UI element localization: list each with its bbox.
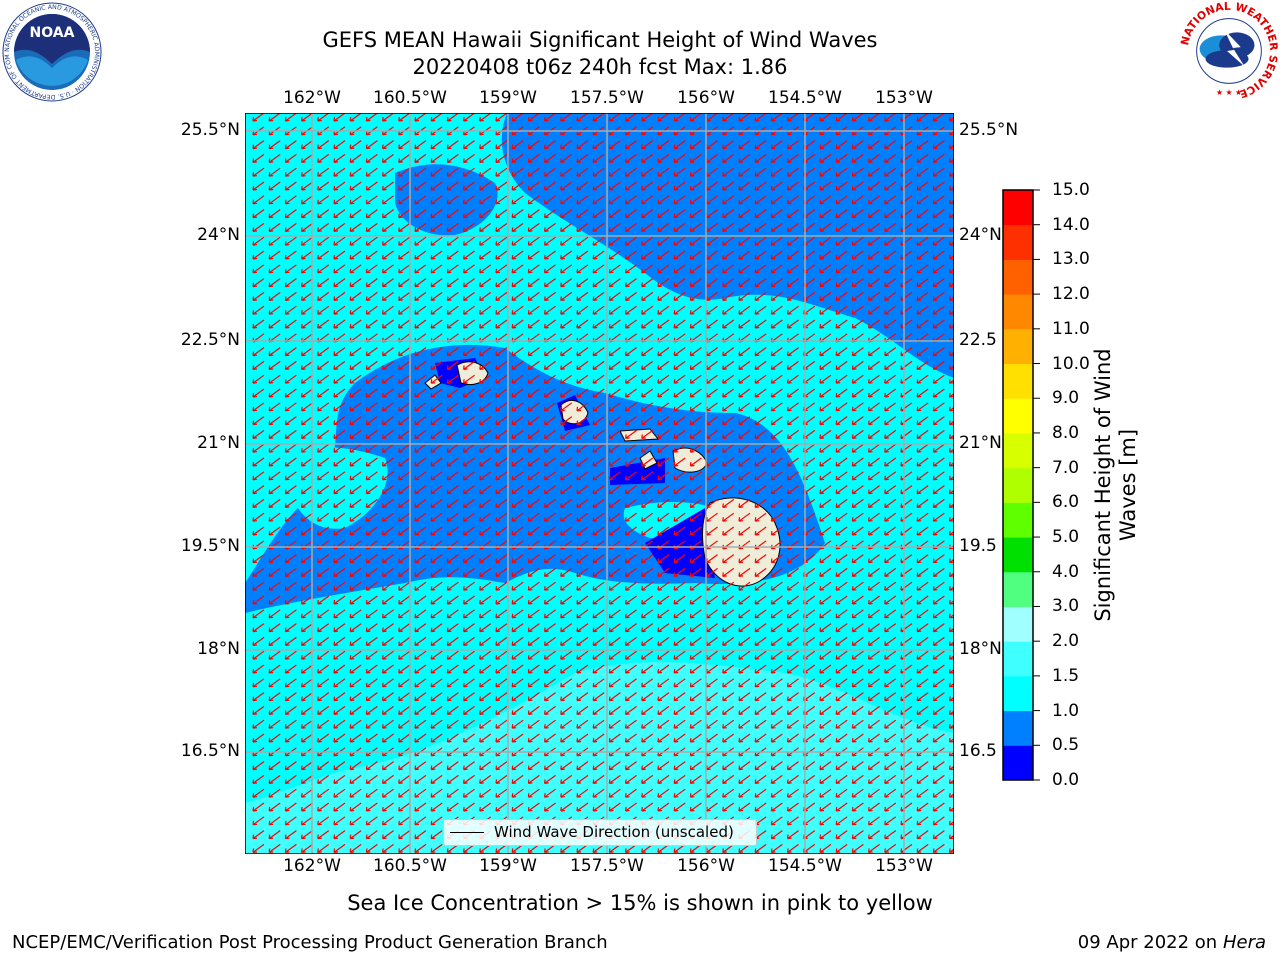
footer-host: Hera (1222, 932, 1266, 953)
colorbar-tick-label-2: 1.0 (1052, 700, 1080, 721)
colorbar-tick-label-10: 8.0 (1052, 422, 1080, 443)
colorbar-tick-label-8: 6.0 (1052, 492, 1080, 513)
lon-label-bottom-0: 162°W (283, 856, 341, 876)
chart-subtitle: 20220408 t06z 240h fcst Max: 1.86 (412, 55, 788, 79)
colorbar-tick-label-12: 10.0 (1052, 353, 1090, 374)
legend-line-swatch (450, 832, 484, 833)
lon-label-top-5: 154.5°W (768, 88, 842, 108)
noaa-logo-text: NOAA (30, 25, 75, 41)
footer-date-text: 09 Apr 2022 on (1077, 932, 1223, 953)
colorbar-tick-label-17: 15.0 (1052, 180, 1090, 200)
colorbar-tick-label-9: 7.0 (1052, 457, 1080, 478)
lat-label-right-2: 22.5 (959, 330, 997, 350)
colorbar-tick-label-14: 12.0 (1052, 284, 1090, 305)
lat-label-left-1: 24°N (197, 225, 240, 245)
wind-wave-direction-arrows (252, 113, 954, 853)
colorbar-segment-14 (1003, 259, 1033, 295)
lon-label-bottom-4: 156°W (677, 856, 735, 876)
lat-label-left-0: 25.5°N (180, 120, 240, 140)
colorbar-tick-label-11: 9.0 (1052, 388, 1080, 409)
wave-field-patch-1 (290, 447, 388, 529)
wave-field-0.5-1.0-ne (501, 113, 954, 378)
colorbar-tick-label-16: 14.0 (1052, 214, 1090, 235)
lat-label-right-3: 21°N (959, 433, 1002, 453)
lat-label-right-0: 25.5°N (959, 120, 1019, 140)
map-legend: Wind Wave Direction (unscaled) (443, 819, 757, 846)
colorbar-segment-8 (1003, 467, 1033, 503)
lat-label-left-3: 21°N (197, 433, 240, 453)
legend-text: Wind Wave Direction (unscaled) (494, 823, 734, 841)
lon-label-top-6: 153°W (875, 88, 933, 108)
wave-field-0.5-1.0-kauai-n (395, 164, 498, 236)
lon-label-top-2: 159°W (479, 88, 537, 108)
colorbar-tick-label-5: 3.0 (1052, 596, 1080, 617)
colorbar-label: Significant Height of Wind Waves [m] (1091, 348, 1140, 622)
graticule (245, 113, 954, 854)
island-hawaii (702, 497, 781, 587)
footer-branch: NCEP/EMC/Verification Post Processing Pr… (12, 932, 608, 953)
colorbar-segment-11 (1003, 363, 1033, 399)
colorbar-tick-label-7: 5.0 (1052, 527, 1080, 548)
lat-label-right-6: 16.5 (959, 741, 997, 761)
colorbar-tick-label-13: 11.0 (1052, 318, 1090, 339)
lat-label-right-5: 18°N (959, 639, 1002, 659)
colorbar-segment-15 (1003, 224, 1033, 260)
colorbar-segment-4 (1003, 606, 1033, 642)
colorbar-tick-label-1: 0.5 (1052, 735, 1080, 756)
colorbar-tick-label-15: 13.0 (1052, 249, 1090, 270)
colorbar-segment-5 (1003, 571, 1033, 607)
colorbar-segment-16 (1003, 190, 1033, 226)
colorbar-tick-label-6: 4.0 (1052, 561, 1080, 582)
lon-label-bottom-6: 153°W (875, 856, 933, 876)
lat-label-right-1: 24°N (959, 225, 1002, 245)
colorbar-tick-label-3: 1.5 (1052, 665, 1080, 686)
lon-label-top-3: 157.5°W (570, 88, 644, 108)
colorbar-tick-label-4: 2.0 (1052, 631, 1080, 652)
colorbar-frame (1002, 189, 1034, 781)
wave-height-map (245, 113, 954, 854)
footer-date: 09 Apr 2022 on Hera (1078, 932, 1266, 953)
colorbar-segment-10 (1003, 398, 1033, 434)
svg-text:★ ★ ★: ★ ★ ★ (1216, 88, 1242, 97)
sea-ice-note: Sea Ice Concentration > 15% is shown in … (347, 891, 933, 915)
colorbar-segment-3 (1003, 641, 1033, 677)
lon-label-top-1: 160.5°W (373, 88, 447, 108)
lat-label-left-5: 18°N (197, 639, 240, 659)
colorbar-segment-9 (1003, 432, 1033, 469)
lon-label-top-0: 162°W (283, 88, 341, 108)
colorbar (1002, 189, 1040, 781)
nws-logo: NATIONAL WEATHER SERVICE ★ ★ ★ (1180, 2, 1278, 100)
lon-label-bottom-5: 154.5°W (768, 856, 842, 876)
lat-label-left-4: 19.5°N (180, 536, 240, 556)
lat-label-left-2: 22.5°N (180, 330, 240, 350)
colorbar-segment-6 (1003, 537, 1033, 573)
lon-label-bottom-3: 157.5°W (570, 856, 644, 876)
colorbar-segment-7 (1003, 502, 1033, 538)
colorbar-segment-12 (1003, 328, 1033, 365)
lat-label-right-4: 19.5 (959, 536, 997, 556)
colorbar-segment-1 (1003, 710, 1033, 746)
lon-label-bottom-2: 159°W (479, 856, 537, 876)
lon-label-bottom-1: 160.5°W (373, 856, 447, 876)
wave-field-0-0.5-hawaii (645, 508, 715, 578)
colorbar-segment-0 (1003, 745, 1033, 781)
colorbar-tick-label-0: 0.0 (1052, 770, 1080, 790)
chart-title: GEFS MEAN Hawaii Significant Height of W… (322, 28, 878, 52)
wave-arrows-path (252, 113, 954, 853)
colorbar-segment-13 (1003, 294, 1033, 330)
lon-label-top-4: 156°W (677, 88, 735, 108)
lat-label-left-6: 16.5°N (180, 741, 240, 761)
colorbar-segment-2 (1003, 675, 1033, 712)
noaa-logo: NATIONAL OCEANIC AND ATMOSPHERIC ADMINIS… (2, 2, 102, 102)
